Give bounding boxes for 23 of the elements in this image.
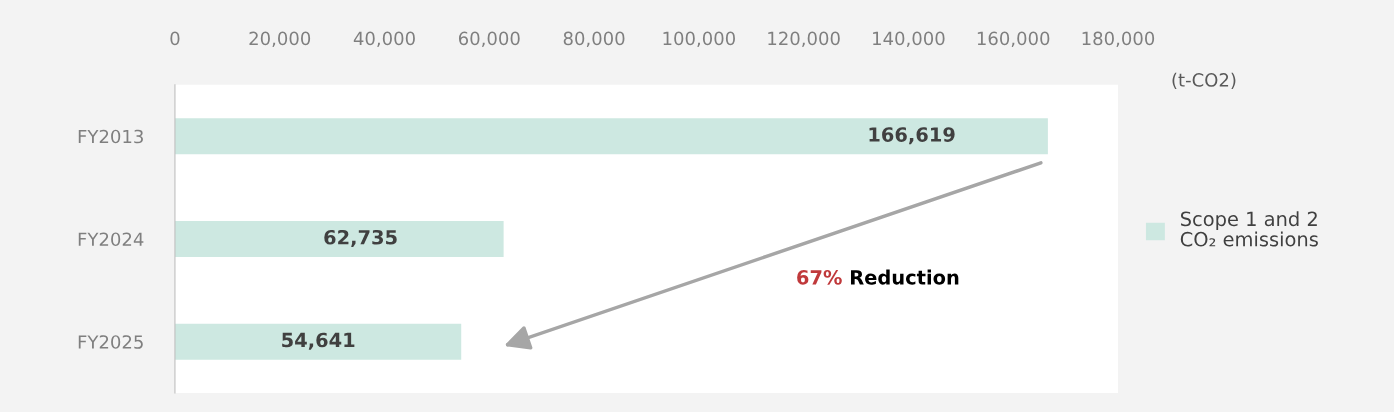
- x-tick-label: 80,000: [563, 31, 625, 48]
- x-tick-label: 40,000: [353, 31, 415, 48]
- bar: [174, 220, 504, 257]
- y-tick-label: FY2025: [78, 335, 143, 349]
- data-label: 166,619: [869, 127, 955, 145]
- data-label: 54,641: [282, 332, 355, 350]
- text: (t-CO2): [1172, 72, 1236, 89]
- bar: [174, 323, 462, 360]
- annotation: Reduction: [851, 269, 959, 285]
- x-tick-label: 180,000: [1082, 31, 1155, 48]
- annotation: 67%: [797, 269, 842, 285]
- x-tick-label: 160,000: [977, 31, 1050, 48]
- x-tick-label: 120,000: [768, 31, 840, 48]
- x-tick-label: 60,000: [458, 31, 520, 48]
- y-tick-label: FY2024: [78, 232, 144, 247]
- x-tick-label: 20,000: [249, 31, 311, 48]
- bar: [174, 118, 1048, 155]
- x-tick-label: 140,000: [873, 31, 945, 48]
- x-tick-label: 100,000: [663, 31, 735, 48]
- y-tick-label: FY2013: [78, 129, 143, 144]
- legend-label: Scope 1 and 2 CO₂ emissions: [1180, 211, 1318, 247]
- x-tick-label: 0: [170, 31, 180, 46]
- data-label: 62,735: [324, 229, 397, 248]
